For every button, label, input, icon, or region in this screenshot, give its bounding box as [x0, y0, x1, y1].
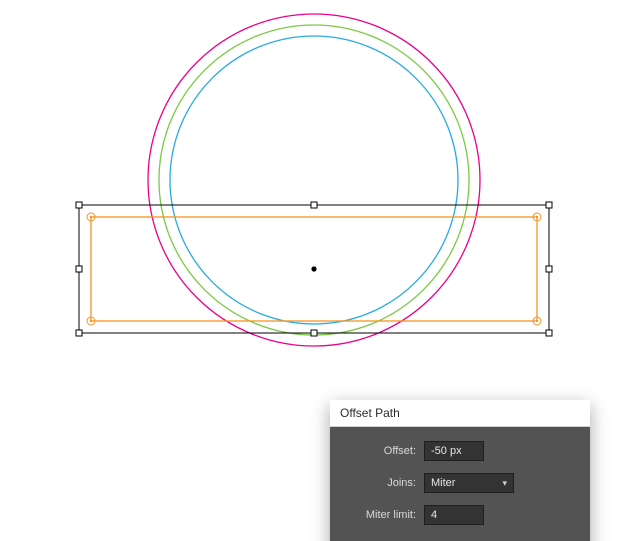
outer-circle-pink [148, 14, 480, 346]
selection-handle[interactable] [546, 202, 552, 208]
miter-limit-row: Miter limit: [346, 505, 574, 525]
offset-corner-dot [90, 320, 92, 322]
inner-circle-blue [170, 36, 458, 324]
joins-label: Joins: [346, 477, 416, 489]
offset-corner-dot [536, 216, 538, 218]
miter-limit-input[interactable] [424, 505, 484, 525]
offset-row: Offset: [346, 441, 574, 461]
miter-limit-label: Miter limit: [346, 509, 416, 521]
selection-handle[interactable] [546, 330, 552, 336]
center-point [311, 266, 316, 271]
selection-handle[interactable] [311, 202, 317, 208]
offset-corner-dot [90, 216, 92, 218]
chevron-down-icon: ▾ [502, 478, 507, 489]
dialog-title: Offset Path [330, 400, 590, 427]
selection-handle[interactable] [311, 330, 317, 336]
offset-label: Offset: [346, 445, 416, 457]
selection-handle[interactable] [546, 266, 552, 272]
offset-corner-dot [536, 320, 538, 322]
selection-handle[interactable] [76, 266, 82, 272]
offset-input[interactable] [424, 441, 484, 461]
mid-circle-green [159, 25, 469, 335]
joins-select[interactable]: Miter ▾ [424, 473, 514, 493]
selection-handle[interactable] [76, 202, 82, 208]
dialog-body: Offset: Joins: Miter ▾ Miter limit: [330, 427, 590, 541]
joins-row: Joins: Miter ▾ [346, 473, 574, 493]
joins-value: Miter [431, 477, 455, 489]
offset-path-dialog: Offset Path Offset: Joins: Miter ▾ Miter… [330, 400, 590, 541]
selection-handle[interactable] [76, 330, 82, 336]
